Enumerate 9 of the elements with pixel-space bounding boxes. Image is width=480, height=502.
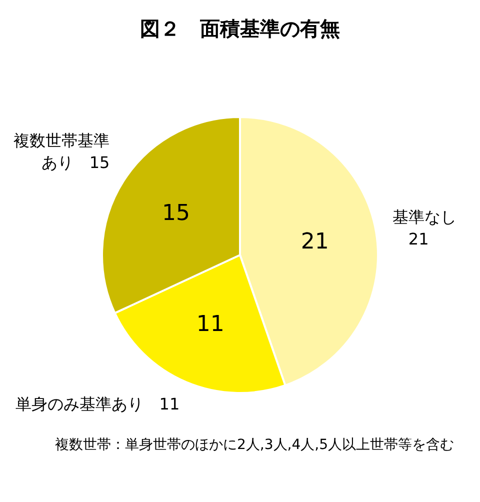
- chart-title: 図２ 面積基準の有無: [140, 16, 340, 40]
- slice-label: 基準なし: [392, 208, 456, 227]
- slice-label: 複数世帯基準あり 15: [14, 131, 110, 172]
- slice-label: 単身のみ基準あり 11: [15, 394, 180, 414]
- data-label: 21: [300, 229, 329, 254]
- text: 複数世帯：単身世帯のほかに2人,3人,4人,5人以上世帯等を含む: [55, 436, 454, 453]
- data-label: 11: [196, 312, 224, 337]
- text: 21: [408, 230, 429, 249]
- data-label: 15: [162, 201, 190, 226]
